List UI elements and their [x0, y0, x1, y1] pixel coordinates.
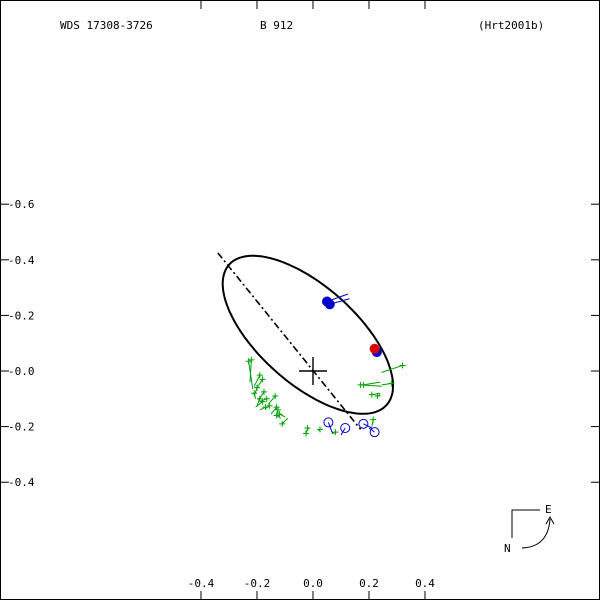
observation-plus	[262, 404, 269, 411]
x-tick-label: 0.4	[415, 577, 435, 590]
orbit-group	[217, 252, 394, 430]
observation-plus	[374, 393, 381, 400]
observation-plus	[357, 381, 364, 388]
observation-plus	[245, 358, 252, 365]
residual-line	[381, 364, 403, 373]
x-tick-label: -0.2	[244, 577, 271, 590]
residual-line	[281, 417, 289, 425]
residual-line	[340, 427, 346, 436]
residual-line	[368, 427, 375, 433]
observation-plus	[273, 404, 280, 411]
observation-filled-circle	[324, 299, 335, 310]
observation-plus	[368, 391, 375, 398]
residual-line	[327, 422, 334, 434]
y-tick-label: -0.6	[8, 198, 35, 211]
compass-axes	[511, 509, 540, 538]
observation-plus	[332, 429, 339, 436]
observation-open-circle	[369, 427, 380, 438]
orbit-ellipse	[221, 254, 394, 415]
wds-id-label: WDS 17308-3726	[60, 19, 153, 32]
observation-plus	[254, 384, 260, 391]
observation-plus	[279, 420, 286, 427]
axis-tick-labels: -0.4 -0.2 0.0 0.2 0.4 -0.6 -0.4 -0.2 -0.0 -0.2 -0.…	[8, 198, 435, 590]
observation-open-circle	[323, 417, 334, 428]
observation-plus	[370, 416, 377, 423]
residual-line	[249, 359, 252, 383]
observation-plus	[303, 430, 309, 437]
residual-line	[256, 379, 264, 388]
compass-north-label: N	[504, 542, 511, 555]
observation-open-circle	[340, 422, 351, 433]
compass-east-label: E	[545, 503, 552, 516]
observation-plus	[256, 372, 263, 379]
y-tick-label: -0.2	[8, 309, 35, 322]
observation-plus	[251, 390, 258, 397]
observation-filled-circle	[369, 343, 380, 354]
compass: E N	[504, 503, 555, 555]
observation-open-circle	[358, 418, 369, 429]
observation-plus	[276, 411, 283, 418]
y-tick-label: -0.4	[8, 254, 35, 267]
observation-plus	[272, 393, 279, 400]
discoverer-label: B 912	[260, 19, 293, 32]
observation-plus	[399, 362, 406, 369]
observation-plus	[263, 395, 270, 402]
observation-plus	[388, 380, 395, 387]
y-tick-label: -0.2	[8, 421, 35, 434]
residual-line	[255, 401, 263, 408]
observation-plus	[304, 424, 311, 431]
residual-line	[270, 406, 277, 415]
x-tick-label: 0.2	[359, 577, 379, 590]
observation-plus	[275, 406, 281, 413]
observation-plus	[266, 402, 273, 409]
observation-plus	[248, 356, 255, 363]
x-tick-label: -0.4	[188, 577, 215, 590]
compass-arrow-icon	[521, 518, 551, 549]
compass-arrowhead-icon	[545, 515, 555, 525]
reference-label: (Hrt2001b)	[478, 19, 544, 32]
residual-line	[248, 361, 254, 390]
observation-plus	[256, 395, 263, 402]
observation-markers	[245, 296, 406, 438]
observation-plus	[259, 398, 266, 405]
residual-line	[253, 374, 261, 387]
observation-plus	[273, 412, 280, 419]
observation-plus	[259, 376, 266, 383]
observation-plus	[317, 426, 323, 433]
observation-plus	[261, 388, 267, 395]
x-tick-label: 0.0	[303, 577, 323, 590]
y-tick-label: -0.4	[8, 476, 35, 489]
y-tick-label: -0.0	[8, 365, 35, 378]
